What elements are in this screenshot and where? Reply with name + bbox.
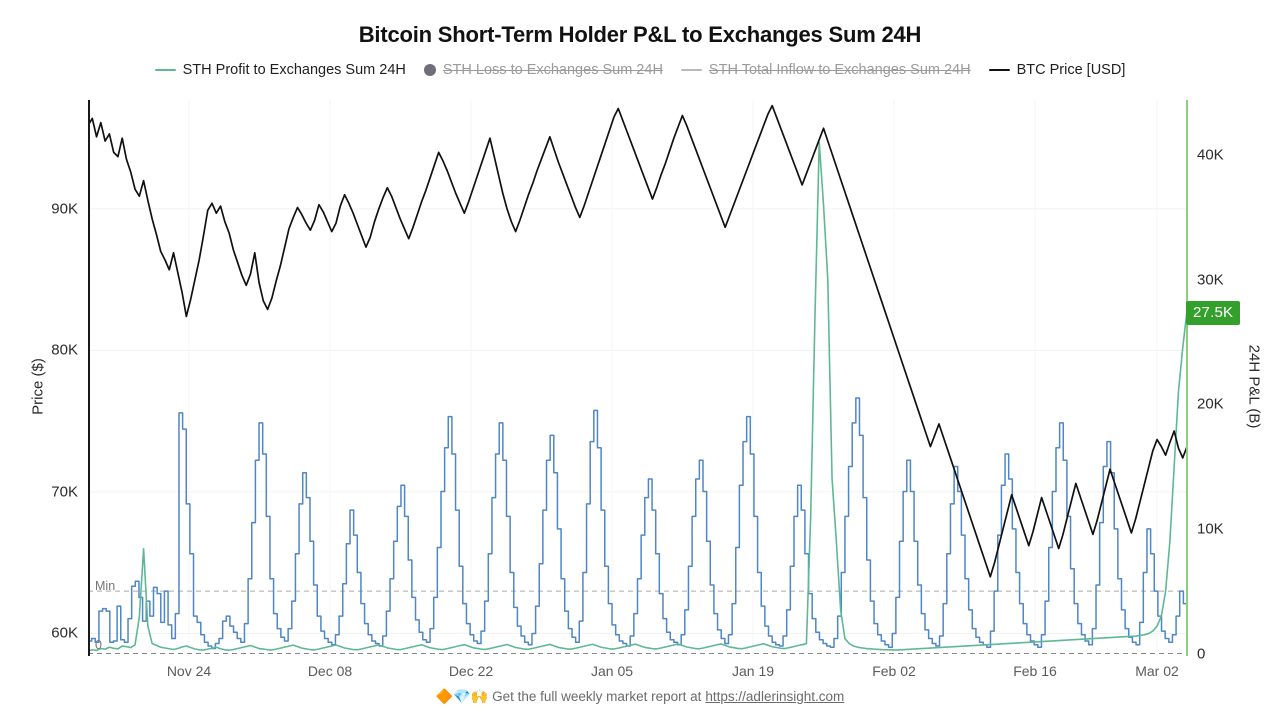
right-axis-tick-30K: 30K xyxy=(1197,271,1224,289)
right-axis-tick-10K: 10K xyxy=(1197,520,1224,538)
right-axis-tick-0: 0 xyxy=(1197,645,1206,662)
legend-item-sth-total-inflow[interactable]: STH Total Inflow to Exchanges Sum 24H xyxy=(680,62,971,78)
legend-label: STH Loss to Exchanges Sum 24H xyxy=(442,62,663,78)
right-axis-tick-40K: 40K xyxy=(1197,146,1224,164)
legend-item-sth-loss[interactable]: STH Loss to Exchanges Sum 24H xyxy=(423,62,663,78)
legend-item-btc-price[interactable]: BTC Price [USD] xyxy=(988,62,1126,78)
legend-line-swatch-black xyxy=(988,68,1010,72)
legend-item-sth-profit[interactable]: STH Profit to Exchanges Sum 24H xyxy=(154,62,406,78)
series-line-sth-pnl-blue xyxy=(88,397,1187,650)
x-axis-tick-feb-02: Feb 02 xyxy=(872,663,916,679)
series-line-btc-price xyxy=(88,104,1187,578)
chart-canvas xyxy=(88,100,1187,656)
legend-line-swatch-green xyxy=(154,68,176,72)
right-axis-line xyxy=(1186,100,1188,656)
page-title: Bitcoin Short-Term Holder P&L to Exchang… xyxy=(358,22,922,47)
x-axis-tick-mar-02: Mar 02 xyxy=(1135,663,1179,679)
footer-promo: 🔶💎🙌 Get the full weekly market report at… xyxy=(0,688,1280,705)
legend-label: BTC Price [USD] xyxy=(1016,62,1126,78)
x-axis-tick-nov-24: Nov 24 xyxy=(166,663,212,679)
legend-line-swatch-gray xyxy=(680,68,702,72)
x-axis-tick-jan-05: Jan 05 xyxy=(590,663,634,679)
series-line-sth-profit xyxy=(88,141,1187,652)
promo-emoji-icon: 🔶💎🙌 xyxy=(435,688,489,704)
footer-text: Get the full weekly market report at xyxy=(492,689,702,704)
left-axis-line xyxy=(88,100,90,656)
current-value-badge[interactable]: 27.5K xyxy=(1186,301,1241,325)
left-axis-tick-70K: 70K xyxy=(51,483,78,501)
right-axis-title: 24H P&L (B) xyxy=(1245,344,1263,429)
x-axis-tick-jan-19: Jan 19 xyxy=(731,663,775,679)
left-axis-tick-60K: 60K xyxy=(51,624,78,642)
chart-plot-area[interactable] xyxy=(88,100,1187,656)
x-axis-tick-dec-22: Dec 22 xyxy=(448,663,494,679)
legend-dot-swatch-gray xyxy=(423,64,436,76)
left-axis-tick-80K: 80K xyxy=(51,341,78,359)
chart-legend: STH Profit to Exchanges Sum 24H STH Loss… xyxy=(0,62,1280,78)
legend-label: STH Total Inflow to Exchanges Sum 24H xyxy=(708,62,971,78)
gridlines xyxy=(88,100,1187,656)
zero-reference-label: 0 xyxy=(95,638,102,652)
x-axis-tick-dec-08: Dec 08 xyxy=(307,663,353,679)
left-axis-tick-90K: 90K xyxy=(51,200,78,218)
legend-label: STH Profit to Exchanges Sum 24H xyxy=(182,62,406,78)
right-axis-tick-20K: 20K xyxy=(1197,395,1224,413)
x-axis-tick-feb-16: Feb 16 xyxy=(1013,663,1057,679)
footer-link[interactable]: https://adlerinsight.com xyxy=(705,689,845,704)
min-reference-label: Min xyxy=(95,579,116,593)
